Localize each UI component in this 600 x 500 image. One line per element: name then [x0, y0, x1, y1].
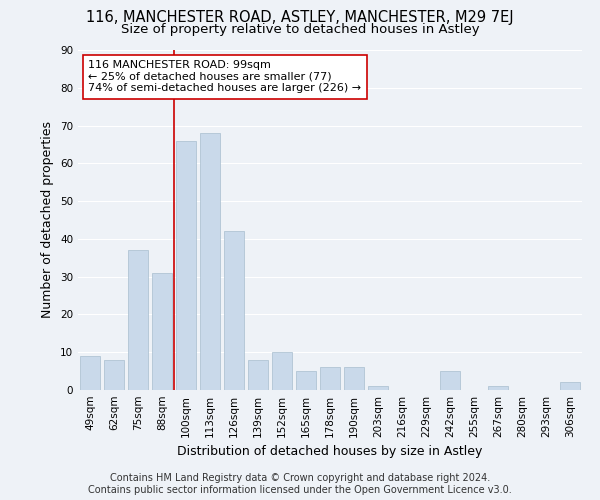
Bar	[488, 386, 508, 390]
X-axis label: Distribution of detached houses by size in Astley: Distribution of detached houses by size …	[178, 446, 482, 458]
Text: Size of property relative to detached houses in Astley: Size of property relative to detached ho…	[121, 22, 479, 36]
Bar	[128, 250, 148, 390]
Bar	[200, 133, 220, 390]
Bar	[368, 386, 388, 390]
Bar	[272, 352, 292, 390]
Bar	[80, 356, 100, 390]
Bar	[104, 360, 124, 390]
Text: 116, MANCHESTER ROAD, ASTLEY, MANCHESTER, M29 7EJ: 116, MANCHESTER ROAD, ASTLEY, MANCHESTER…	[86, 10, 514, 25]
Bar	[560, 382, 580, 390]
Bar	[224, 232, 244, 390]
Bar	[344, 368, 364, 390]
Bar	[152, 273, 172, 390]
Text: 116 MANCHESTER ROAD: 99sqm
← 25% of detached houses are smaller (77)
74% of semi: 116 MANCHESTER ROAD: 99sqm ← 25% of deta…	[88, 60, 361, 94]
Y-axis label: Number of detached properties: Number of detached properties	[41, 122, 55, 318]
Bar	[296, 371, 316, 390]
Bar	[248, 360, 268, 390]
Bar	[176, 140, 196, 390]
Text: Contains HM Land Registry data © Crown copyright and database right 2024.
Contai: Contains HM Land Registry data © Crown c…	[88, 474, 512, 495]
Bar	[320, 368, 340, 390]
Bar	[440, 371, 460, 390]
